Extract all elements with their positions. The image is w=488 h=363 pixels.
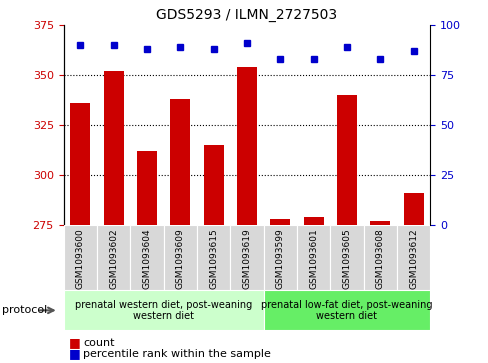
Text: GSM1093602: GSM1093602 (109, 228, 118, 289)
Text: GSM1093619: GSM1093619 (242, 228, 251, 289)
Text: GSM1093604: GSM1093604 (142, 228, 151, 289)
Bar (363, 225, 396, 290)
Text: GSM1093605: GSM1093605 (342, 228, 351, 289)
Bar (197, 225, 230, 290)
Bar (296, 225, 329, 290)
Text: GSM1093615: GSM1093615 (209, 228, 218, 289)
Bar (137, 151, 157, 225)
Bar (203, 145, 223, 225)
Bar (369, 221, 389, 225)
Text: GSM1093600: GSM1093600 (76, 228, 84, 289)
Bar (396, 225, 429, 290)
Text: GSM1093609: GSM1093609 (175, 228, 184, 289)
Bar (263, 225, 296, 290)
Text: count: count (83, 338, 114, 348)
Text: GSM1093612: GSM1093612 (408, 228, 417, 289)
Bar (237, 68, 256, 225)
Bar (263, 290, 429, 330)
Bar (170, 99, 190, 225)
Bar (163, 225, 197, 290)
Bar (70, 103, 90, 225)
Text: ■: ■ (68, 337, 80, 350)
Text: percentile rank within the sample: percentile rank within the sample (83, 349, 270, 359)
Bar (130, 225, 163, 290)
Text: ■: ■ (68, 347, 80, 360)
Text: GSM1093601: GSM1093601 (308, 228, 318, 289)
Bar (303, 217, 323, 225)
Bar (329, 225, 363, 290)
Bar (403, 193, 423, 225)
Text: prenatal western diet, post-weaning
western diet: prenatal western diet, post-weaning west… (75, 299, 252, 321)
Text: GSM1093608: GSM1093608 (375, 228, 384, 289)
Text: protocol: protocol (2, 305, 48, 315)
Text: GSM1093599: GSM1093599 (275, 228, 284, 289)
Bar (103, 71, 123, 225)
Bar (230, 225, 263, 290)
Bar (270, 219, 290, 225)
Text: prenatal low-fat diet, post-weaning
western diet: prenatal low-fat diet, post-weaning west… (261, 299, 432, 321)
Bar (336, 95, 356, 225)
Bar (63, 225, 97, 290)
Title: GDS5293 / ILMN_2727503: GDS5293 / ILMN_2727503 (156, 8, 337, 22)
Bar (97, 225, 130, 290)
Bar (63, 290, 263, 330)
